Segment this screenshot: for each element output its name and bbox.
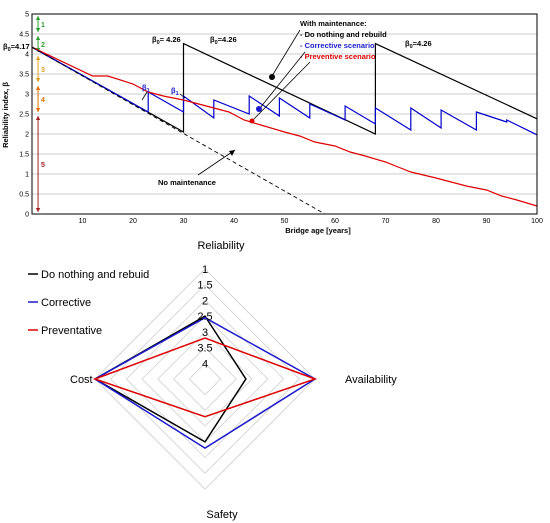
- y-tick-label: 1.5: [19, 152, 29, 159]
- annotation-beta0-b: β0=4.26: [210, 35, 237, 46]
- marker-do-nothing: [269, 74, 275, 80]
- radar-scale-label: 1.5: [197, 280, 212, 292]
- band-arrowhead-bottom: [35, 28, 41, 32]
- annotation-beta0-c: β0=4.26: [405, 39, 432, 50]
- annotation-no-maintenance: No maintenance: [158, 178, 216, 187]
- x-tick-label: 100: [531, 218, 543, 225]
- arrow-no-maintenance: [197, 149, 236, 176]
- radar-scale-labels: 1 1.5 2 2.5 3 3.5 4: [197, 264, 212, 370]
- x-tick-label: 40: [230, 218, 238, 225]
- radar-axis-label-reliability: Reliability: [197, 240, 245, 252]
- y-tick-label: 2.5: [19, 112, 29, 119]
- y-tick-label: 0.5: [19, 192, 29, 199]
- arrow-legend-to-preventive: [251, 61, 311, 122]
- band-arrowhead-top: [35, 16, 41, 20]
- arrowhead-no-maintenance: [229, 150, 235, 156]
- band-arrowhead-bottom: [35, 108, 41, 112]
- y-tick-label: 0: [25, 212, 29, 219]
- y-tick-label: 5: [25, 12, 29, 19]
- radar-scale-label: 4: [202, 358, 208, 370]
- arrow-legend-to-dn: [271, 29, 301, 77]
- radar-ring: [110, 284, 300, 474]
- y-axis-label: Reliability index, β: [1, 82, 10, 148]
- line-series: [31, 42, 538, 215]
- radar-series: [92, 315, 318, 449]
- band-label: 5: [41, 162, 45, 169]
- x-tick-label: 90: [483, 218, 491, 225]
- radar-ring: [188, 362, 222, 396]
- annotation-beta1-a: β1: [142, 83, 150, 94]
- band-arrowhead-bottom: [35, 208, 41, 212]
- legend-label-do-nothing: Do nothing and rebuid: [41, 269, 149, 281]
- reliability-line-chart: 1 2 3 4 5 10 20 30 40 50 60 70 80 90 100 0 0.5 1 1.5 2 2.5…: [1, 12, 543, 236]
- radar-axis-label-availability: Availability: [345, 374, 397, 386]
- radar-scale-label: 1: [202, 264, 208, 276]
- x-tick-label: 20: [129, 218, 137, 225]
- radar-chart: 1 1.5 2 2.5 3 3.5 4 Reliability Availability S…: [28, 240, 397, 521]
- plot-frame: [31, 13, 538, 215]
- band-arrowhead-top: [35, 56, 41, 60]
- radar-axis-label-safety: Safety: [206, 509, 238, 521]
- marker-corrective: [256, 106, 262, 112]
- x-tick-labels: 10 20 30 40 50 60 70 80 90 100: [79, 218, 543, 225]
- x-tick-label: 80: [432, 218, 440, 225]
- series-line-do-nothing: [31, 42, 538, 135]
- arrow-beta1-a: [141, 91, 148, 101]
- legend-title: With maintenance:: [300, 19, 367, 28]
- annotation-beta0-start: β0=4.17: [3, 42, 30, 53]
- band-arrowhead-top: [35, 116, 41, 120]
- radar-scale-label: 2: [202, 295, 208, 307]
- radar-scale-label: 2.5: [197, 311, 212, 323]
- legend-label-preventive: Preventative: [41, 325, 102, 337]
- radar-ring: [94, 268, 316, 490]
- radar-ring: [125, 299, 285, 459]
- band-arrowhead-top: [35, 86, 41, 90]
- y-tick-label: 2: [25, 132, 29, 139]
- radar-series-corrective: [93, 316, 317, 449]
- y-tick-label: 4.5: [19, 32, 29, 39]
- radar-scale-label: 3: [202, 327, 208, 339]
- line-legend: With maintenance: - Do nothing and rebui…: [300, 19, 387, 61]
- reliability-bands: 1 2 3 4 5: [35, 16, 45, 212]
- legend-entry-corrective: - Corrective scenario: [300, 41, 375, 50]
- x-tick-label: 10: [79, 218, 87, 225]
- x-axis-label: Bridge age [years]: [285, 226, 351, 235]
- radar-legend: Do nothing and rebuid Corrective Prevent…: [28, 269, 149, 337]
- band-arrowhead-top: [35, 36, 41, 40]
- series-line-no-maintenance: [31, 46, 326, 215]
- arrow-beta1-b: [179, 93, 186, 99]
- band-label: 4: [41, 97, 45, 104]
- marker-preventive: [249, 118, 255, 124]
- y-tick-label: 3: [25, 92, 29, 99]
- band-label: 2: [41, 42, 45, 49]
- radar-scale-label: 3.5: [197, 343, 212, 355]
- series-line-corrective: [31, 46, 538, 136]
- y-tick-label: 3.5: [19, 72, 29, 79]
- y-gridlines: [32, 13, 537, 215]
- x-tick-label: 70: [382, 218, 390, 225]
- y-tick-labels: 0 0.5 1 1.5 2 2.5 3 3.5 4 4.5 5: [19, 12, 29, 219]
- legend-entry-do-nothing: - Do nothing and rebuild: [300, 30, 387, 39]
- radar-ring: [173, 347, 237, 411]
- legend-label-corrective: Corrective: [41, 297, 91, 309]
- x-tick-label: 60: [331, 218, 339, 225]
- y-tick-label: 4: [25, 52, 29, 59]
- annotation-beta1-b: β1: [171, 86, 179, 97]
- band-label: 3: [41, 67, 45, 74]
- legend-entry-preventive: - Preventive scenario: [300, 52, 376, 61]
- band-label: 1: [41, 22, 45, 29]
- radar-axis-label-cost: Cost: [70, 374, 93, 386]
- y-tick-label: 1: [25, 172, 29, 179]
- radar-series-preventive: [92, 337, 318, 418]
- series-line-preventive: [31, 46, 538, 207]
- arrow-legend-to-corrective: [259, 51, 306, 109]
- x-tick-label: 30: [180, 218, 188, 225]
- annotation-beta0-a: β0= 4.26: [152, 35, 181, 46]
- band-arrowhead-bottom: [35, 78, 41, 82]
- x-tick-label: 50: [281, 218, 289, 225]
